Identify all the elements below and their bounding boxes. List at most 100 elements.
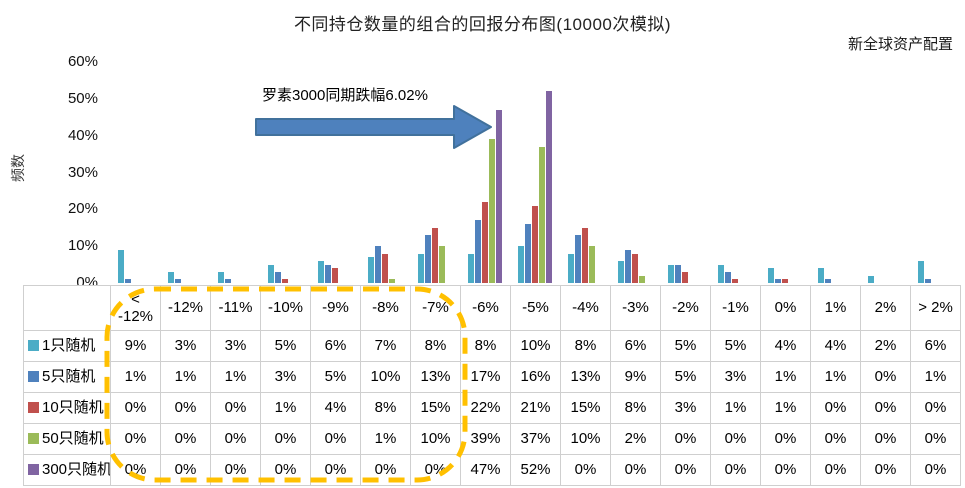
plot-area: [110, 62, 960, 283]
value-cell: 5%: [660, 330, 711, 362]
bar: [482, 202, 488, 283]
series-row: 50只随机 0% 0% 0% 0% 0% 1% 10% 39% 37% 10% 2% 0% 0% 0% 0% 0…: [23, 423, 961, 455]
value-cell: 13%: [560, 361, 611, 393]
value-cell: 0%: [310, 454, 361, 486]
bar: [768, 268, 774, 283]
value-cell: 3%: [160, 330, 211, 362]
bar: [418, 254, 424, 283]
value-cell: 0%: [110, 454, 161, 486]
y-axis-title: 频数: [10, 154, 26, 182]
bar-group: [510, 62, 560, 283]
value-cell: 0%: [660, 423, 711, 455]
bar-group: [110, 62, 160, 283]
bar: [682, 272, 688, 283]
value-cell: 17%: [460, 361, 511, 393]
value-cell: 0%: [910, 392, 961, 424]
series-row: 10只随机 0% 0% 0% 1% 4% 8% 15% 22% 21% 15% 8% 3% 1% 1% 0% 0…: [23, 392, 961, 424]
bar: [618, 261, 624, 283]
chart-title: 不同持仓数量的组合的回报分布图(10000次模拟): [293, 15, 672, 34]
bar-group: [710, 62, 760, 283]
bar: [868, 276, 874, 283]
value-cell: 15%: [410, 392, 461, 424]
value-cell: 0%: [210, 392, 261, 424]
bar: [532, 206, 538, 283]
bar-group: [260, 62, 310, 283]
value-cell: 0%: [710, 454, 761, 486]
value-cell: 0%: [660, 454, 711, 486]
column-header: -11%: [210, 285, 261, 331]
legend-swatch-icon: [28, 340, 39, 352]
arrow-right-icon: [255, 105, 492, 149]
bar: [368, 257, 374, 283]
value-cell: 6%: [310, 330, 361, 362]
column-header: -8%: [360, 285, 411, 331]
series-label: 10只随机: [23, 392, 111, 424]
bar: [632, 254, 638, 283]
value-cell: 16%: [510, 361, 561, 393]
bar: [125, 279, 131, 283]
value-cell: 37%: [510, 423, 561, 455]
bar: [168, 272, 174, 283]
value-cell: 1%: [160, 361, 211, 393]
bar-group: [310, 62, 360, 283]
series-label: 50只随机: [23, 423, 111, 455]
bar: [675, 265, 681, 283]
y-axis: 0% 10% 20% 30% 40% 50% 60%: [40, 0, 98, 300]
bar: [732, 279, 738, 283]
value-cell: 6%: [610, 330, 661, 362]
series-row: 300只随机 0% 0% 0% 0% 0% 0% 0% 47% 52% 0% 0% 0% 0% 0% 0% 0%…: [23, 454, 961, 486]
y-tick-label: 30%: [67, 163, 98, 181]
series-name: 10只随机: [42, 399, 104, 417]
value-cell: 0%: [260, 423, 311, 455]
value-cell: 1%: [760, 361, 811, 393]
column-header: -3%: [610, 285, 661, 331]
legend-swatch-icon: [28, 371, 39, 383]
value-cell: 13%: [410, 361, 461, 393]
bar: [496, 110, 502, 283]
value-cell: 1%: [710, 392, 761, 424]
bar: [489, 139, 495, 283]
y-tick-label: 40%: [67, 126, 98, 144]
column-header: -5%: [510, 285, 561, 331]
bar-group: [610, 62, 660, 283]
bar-group: [860, 62, 910, 283]
bar: [668, 265, 674, 283]
legend-swatch-icon: [28, 464, 39, 476]
value-cell: 4%: [760, 330, 811, 362]
column-header: -1%: [710, 285, 761, 331]
bar: [432, 228, 438, 283]
bar: [225, 279, 231, 283]
bar: [375, 246, 381, 283]
column-header: 1%: [810, 285, 861, 331]
column-header: > 2%: [910, 285, 961, 331]
column-header: < -12%: [110, 285, 161, 331]
value-cell: 0%: [160, 392, 211, 424]
bar: [539, 147, 545, 283]
value-cell: 0%: [760, 423, 811, 455]
value-cell: 5%: [310, 361, 361, 393]
bar: [589, 246, 595, 283]
value-cell: 10%: [560, 423, 611, 455]
y-tick-label: 60%: [67, 53, 98, 70]
value-cell: 9%: [610, 361, 661, 393]
series-row: 1只随机 9% 3% 3% 5% 6% 7% 8% 8% 10% 8% 6% 5% 5% 4% 4% 2% 6%: [23, 330, 961, 362]
bar: [725, 272, 731, 283]
bar: [439, 246, 445, 283]
bar: [282, 279, 288, 283]
bar: [389, 279, 395, 283]
value-cell: 0%: [760, 454, 811, 486]
series-label: 1只随机: [23, 330, 111, 362]
value-cell: 6%: [910, 330, 961, 362]
bar: [818, 268, 824, 283]
bar: [625, 250, 631, 283]
value-cell: 1%: [760, 392, 811, 424]
bar: [918, 261, 924, 283]
value-cell: 7%: [360, 330, 411, 362]
bar: [718, 265, 724, 283]
value-cell: 0%: [310, 423, 361, 455]
value-cell: 0%: [810, 454, 861, 486]
bar: [518, 246, 524, 283]
column-header: -9%: [310, 285, 361, 331]
bar-group: [660, 62, 710, 283]
value-cell: 1%: [260, 392, 311, 424]
